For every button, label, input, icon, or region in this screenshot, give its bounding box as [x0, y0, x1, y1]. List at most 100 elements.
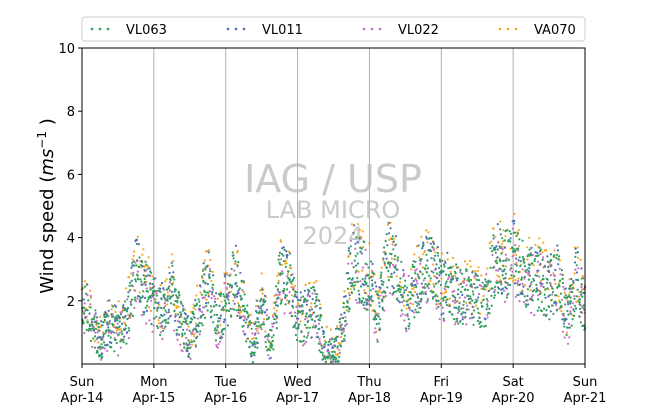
data-point [288, 252, 292, 255]
data-point [466, 304, 469, 307]
data-point [166, 291, 169, 294]
data-point [476, 269, 479, 273]
data-point [156, 326, 159, 330]
data-point [96, 337, 99, 340]
data-point [398, 281, 402, 284]
data-point [492, 237, 495, 240]
data-point [335, 335, 338, 338]
data-point [577, 256, 580, 259]
data-point [484, 278, 487, 281]
data-point [461, 315, 464, 318]
data-point [351, 282, 354, 285]
data-point [130, 272, 133, 275]
data-point [416, 302, 419, 305]
data-point [437, 305, 440, 308]
data-point [290, 286, 293, 289]
data-point [182, 328, 185, 331]
x-tick-label-date: Apr-18 [348, 391, 391, 406]
data-point [163, 297, 166, 300]
data-point [230, 284, 233, 287]
data-point [118, 331, 121, 334]
data-point [371, 262, 374, 266]
legend-item-VL011: VL011 [226, 23, 303, 38]
data-point [310, 287, 313, 290]
data-point [479, 312, 482, 315]
data-point [546, 255, 549, 258]
data-point [387, 279, 390, 282]
data-point [527, 278, 531, 281]
data-point [567, 303, 570, 306]
data-point [430, 249, 433, 253]
data-point [271, 339, 275, 342]
data-point [174, 288, 177, 291]
data-point [530, 254, 533, 257]
data-point [179, 343, 182, 346]
data-point [300, 340, 303, 343]
data-point [106, 321, 109, 324]
data-point [418, 303, 421, 306]
x-tick-label-day: Mon [140, 375, 167, 390]
data-point [581, 306, 584, 309]
data-point [256, 346, 259, 349]
data-point [520, 278, 523, 281]
data-point [536, 260, 540, 263]
data-point [386, 286, 389, 289]
data-point [355, 236, 358, 239]
data-point [581, 295, 584, 298]
data-point [151, 283, 154, 286]
legend-marker [362, 27, 366, 31]
data-point [385, 233, 388, 236]
data-point [428, 237, 432, 240]
data-point [364, 262, 367, 265]
data-point [414, 284, 417, 287]
data-point [346, 301, 349, 304]
data-point [208, 273, 211, 276]
data-point [452, 277, 455, 281]
data-point [521, 282, 524, 286]
data-point [172, 294, 175, 297]
data-point [539, 248, 543, 251]
data-point [146, 300, 149, 303]
data-point [340, 329, 343, 332]
y-axis-unit-base: ms [37, 149, 58, 176]
data-point [504, 281, 507, 284]
data-point [144, 306, 147, 309]
data-point [313, 302, 316, 305]
legend-marker [242, 27, 246, 31]
data-point [211, 286, 214, 289]
data-point [359, 285, 363, 288]
data-point [266, 338, 269, 341]
data-point [515, 234, 518, 238]
data-point [223, 275, 226, 278]
data-point [581, 274, 584, 278]
data-point [169, 278, 172, 282]
data-point [461, 285, 464, 288]
data-point [495, 269, 498, 272]
data-point [580, 291, 583, 294]
data-point [247, 314, 250, 317]
data-point [527, 270, 531, 273]
data-point [155, 292, 158, 295]
data-point [541, 251, 544, 254]
data-point [211, 291, 214, 294]
data-point [196, 317, 199, 320]
data-point [278, 261, 281, 264]
data-point [305, 340, 308, 343]
data-point [546, 278, 549, 281]
data-point [338, 321, 341, 324]
data-point [377, 315, 380, 318]
data-point [135, 238, 139, 241]
data-point [283, 248, 286, 251]
data-point [455, 263, 458, 266]
data-point [485, 285, 488, 288]
data-point [490, 294, 493, 297]
data-point [366, 301, 369, 304]
data-point [407, 318, 410, 321]
data-point [527, 253, 530, 256]
data-point [368, 277, 371, 280]
data-point [573, 272, 576, 275]
data-point [361, 230, 364, 233]
data-point [456, 277, 459, 280]
data-point [98, 355, 101, 358]
data-point [288, 291, 291, 294]
